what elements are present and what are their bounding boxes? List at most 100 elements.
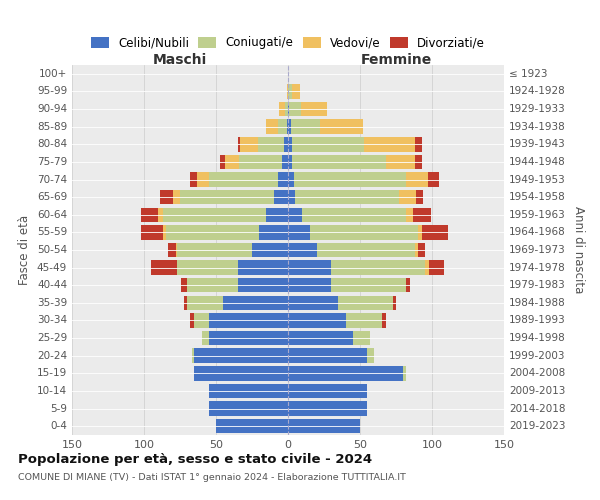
Bar bbox=[288, 384, 367, 398]
Bar bbox=[223, 296, 288, 310]
Bar bbox=[284, 137, 288, 152]
Bar bbox=[160, 190, 173, 204]
Bar bbox=[291, 120, 320, 134]
Bar bbox=[169, 243, 176, 257]
Bar bbox=[209, 172, 278, 186]
Bar bbox=[197, 172, 209, 186]
Bar bbox=[238, 137, 241, 152]
Bar bbox=[399, 190, 416, 204]
Bar bbox=[151, 260, 177, 275]
Bar bbox=[288, 102, 289, 117]
Bar bbox=[294, 172, 406, 186]
Bar bbox=[209, 314, 288, 328]
Bar bbox=[288, 278, 331, 292]
Bar bbox=[288, 243, 317, 257]
Text: COMUNE DI MIANE (TV) - Dati ISTAT 1° gennaio 2024 - Elaborazione TUTTITALIA.IT: COMUNE DI MIANE (TV) - Dati ISTAT 1° gen… bbox=[18, 472, 406, 482]
Bar bbox=[425, 260, 429, 275]
Bar bbox=[288, 172, 294, 186]
Bar bbox=[288, 120, 291, 134]
Bar bbox=[194, 348, 288, 363]
Bar bbox=[288, 225, 310, 240]
Text: Popolazione per età, sesso e stato civile - 2024: Popolazione per età, sesso e stato civil… bbox=[18, 452, 372, 466]
Bar bbox=[429, 260, 443, 275]
Y-axis label: Fasce di età: Fasce di età bbox=[19, 215, 31, 285]
Bar bbox=[288, 208, 302, 222]
Bar bbox=[382, 314, 386, 328]
Bar bbox=[288, 348, 367, 363]
Bar bbox=[216, 419, 288, 434]
Bar bbox=[406, 278, 410, 292]
Bar bbox=[287, 120, 288, 134]
Bar bbox=[288, 260, 331, 275]
Bar bbox=[413, 208, 431, 222]
Bar bbox=[285, 102, 288, 117]
Bar bbox=[292, 137, 364, 152]
Bar bbox=[288, 366, 403, 380]
Bar bbox=[346, 314, 382, 328]
Bar bbox=[266, 120, 278, 134]
Bar bbox=[288, 84, 292, 98]
Bar bbox=[418, 225, 422, 240]
Bar bbox=[209, 384, 288, 398]
Bar bbox=[288, 402, 367, 416]
Bar bbox=[141, 208, 158, 222]
Bar bbox=[202, 331, 209, 345]
Bar bbox=[415, 243, 418, 257]
Bar bbox=[274, 190, 288, 204]
Bar bbox=[166, 225, 259, 240]
Bar bbox=[403, 366, 406, 380]
Bar bbox=[364, 137, 415, 152]
Bar bbox=[320, 120, 363, 134]
Bar bbox=[177, 243, 252, 257]
Bar bbox=[422, 225, 448, 240]
Bar bbox=[177, 260, 238, 275]
Bar bbox=[278, 172, 288, 186]
Bar bbox=[282, 154, 288, 169]
Bar bbox=[295, 190, 399, 204]
Bar bbox=[367, 348, 374, 363]
Bar bbox=[317, 243, 415, 257]
Bar bbox=[288, 314, 346, 328]
Bar bbox=[259, 225, 288, 240]
Bar bbox=[163, 225, 166, 240]
Bar bbox=[141, 225, 163, 240]
Bar bbox=[428, 172, 439, 186]
Bar bbox=[258, 137, 284, 152]
Bar bbox=[287, 84, 288, 98]
Bar bbox=[176, 243, 177, 257]
Bar bbox=[187, 278, 238, 292]
Bar bbox=[289, 102, 301, 117]
Bar bbox=[301, 102, 327, 117]
Bar bbox=[278, 120, 287, 134]
Bar bbox=[173, 190, 180, 204]
Bar bbox=[292, 154, 386, 169]
Bar bbox=[184, 296, 187, 310]
Bar bbox=[158, 208, 163, 222]
Bar bbox=[415, 154, 422, 169]
Text: Femmine: Femmine bbox=[361, 53, 431, 67]
Bar bbox=[406, 208, 413, 222]
Bar bbox=[338, 296, 393, 310]
Bar bbox=[288, 190, 295, 204]
Bar bbox=[220, 154, 224, 169]
Legend: Celibi/Nubili, Coniugati/e, Vedovi/e, Divorziati/e: Celibi/Nubili, Coniugati/e, Vedovi/e, Di… bbox=[88, 34, 488, 52]
Bar bbox=[239, 154, 282, 169]
Bar bbox=[302, 208, 406, 222]
Bar bbox=[190, 314, 194, 328]
Bar bbox=[209, 402, 288, 416]
Bar bbox=[288, 419, 360, 434]
Bar bbox=[415, 137, 422, 152]
Bar bbox=[241, 137, 258, 152]
Bar bbox=[191, 348, 194, 363]
Bar bbox=[288, 154, 292, 169]
Bar bbox=[180, 190, 274, 204]
Bar bbox=[292, 84, 299, 98]
Bar bbox=[280, 102, 285, 117]
Bar bbox=[288, 137, 292, 152]
Bar bbox=[238, 278, 288, 292]
Bar bbox=[194, 366, 288, 380]
Bar bbox=[288, 296, 338, 310]
Text: Maschi: Maschi bbox=[153, 53, 207, 67]
Bar bbox=[252, 243, 288, 257]
Bar bbox=[181, 278, 187, 292]
